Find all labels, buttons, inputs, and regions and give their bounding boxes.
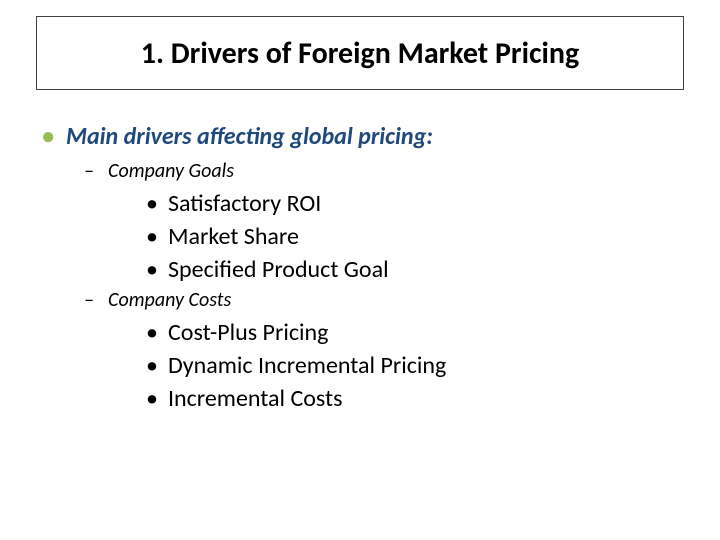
bullet-level-3: Incremental Costs [36,384,684,413]
main-drivers-heading: Main drivers affecting global pricing: [66,122,433,151]
bullet-level-3: Dynamic Incremental Pricing [36,351,684,380]
list-item: Dynamic Incremental Pricing [168,351,446,380]
list-item: Cost-Plus Pricing [168,318,328,347]
bullet-level-3: Cost-Plus Pricing [36,318,684,347]
bullet-level-3: Satisfactory ROI [36,189,684,218]
bullet-level-1: Main drivers affecting global pricing: [36,122,684,151]
list-item: Market Share [168,222,299,251]
slide-title: 1. Drivers of Foreign Market Pricing [141,35,579,72]
bullet-level-2: Company Goals [36,159,684,183]
bullet-level-3: Specified Product Goal [36,255,684,284]
list-item: Specified Product Goal [168,255,389,284]
bullet-level-3: Market Share [36,222,684,251]
bullet-level-2: Company Costs [36,288,684,312]
section-b-heading: Company Costs [108,288,231,312]
section-a-heading: Company Goals [108,159,234,183]
slide: 1. Drivers of Foreign Market Pricing Mai… [0,0,720,540]
slide-content: Main drivers affecting global pricing: C… [36,122,684,417]
list-item: Satisfactory ROI [168,189,321,218]
slide-title-box: 1. Drivers of Foreign Market Pricing [36,16,684,90]
list-item: Incremental Costs [168,384,342,413]
